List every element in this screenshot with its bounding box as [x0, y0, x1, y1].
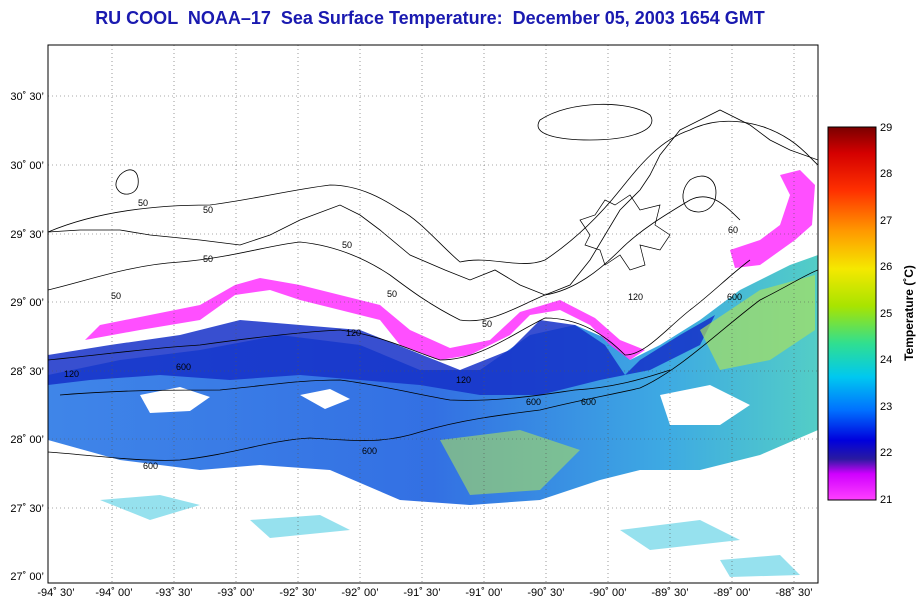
- colorbar-tick-21: 21: [880, 494, 892, 506]
- lon-label-9200: -92˚ 00’: [341, 587, 378, 599]
- contour-label-16: 600: [727, 292, 742, 302]
- lon-label-9430: -94˚ 30’: [37, 587, 74, 599]
- contour-label-2: 50: [203, 205, 213, 215]
- contour-label-3: 50: [203, 254, 213, 264]
- lon-label-9400: -94˚ 00’: [95, 587, 132, 599]
- lat-label-2900: 29˚ 00’: [10, 297, 44, 309]
- colorbar-tick-22: 22: [880, 447, 892, 459]
- louisiana-landmass: [48, 45, 818, 296]
- contour-50m: [48, 196, 741, 322]
- contour-label-4: 50: [342, 240, 352, 250]
- contour-loop-east: [682, 175, 717, 213]
- lon-label-9000: -90˚ 00’: [589, 587, 626, 599]
- graticule: [48, 45, 818, 583]
- colorbar-tick-25: 25: [880, 308, 892, 320]
- longitude-axis: -94˚ 30’ -94˚ 00’ -93˚ 30’ -93˚ 00’ -92˚…: [37, 587, 812, 599]
- colorbar-tick-24: 24: [880, 354, 892, 366]
- contour-label-5: 50: [387, 289, 397, 299]
- sst-cold-shelf-edge: [48, 315, 715, 395]
- temperature-colorbar: 29 28 27 26 25 24 23 22 21 Temperature (…: [827, 122, 916, 506]
- contour-loop-west: [115, 169, 139, 195]
- cloud-mask-speckle-3: [300, 389, 350, 409]
- sst-magenta-eastern-fringe: [730, 170, 815, 268]
- contour-depth-labels: 50 50 50 50 50 50 50 120 120 120 120 600…: [64, 198, 742, 471]
- sst-speckle-south: [100, 495, 800, 577]
- lon-label-9030: -90˚ 30’: [527, 587, 564, 599]
- colorbar-tick-26: 26: [880, 261, 892, 273]
- contour-label-8: 120: [64, 369, 79, 379]
- contour-label-10: 120: [456, 375, 471, 385]
- colorbar-label: Temperature (˚C): [902, 265, 916, 361]
- contour-label-7: 50: [482, 319, 492, 329]
- contour-label-11: 120: [628, 292, 643, 302]
- lon-label-9130: -91˚ 30’: [403, 587, 440, 599]
- colorbar-tick-29: 29: [880, 122, 892, 134]
- lon-label-9300: -93˚ 00’: [217, 587, 254, 599]
- mississippi-delta: [579, 194, 671, 271]
- colorbar-tick-28: 28: [880, 168, 892, 180]
- lon-label-9330: -93˚ 30’: [155, 587, 192, 599]
- contour-label-13: 600: [362, 446, 377, 456]
- colorbar-tick-27: 27: [880, 215, 892, 227]
- map-title: RU COOL NOAA–17 Sea Surface Temperature:…: [95, 8, 765, 28]
- contour-label-9: 120: [346, 328, 361, 338]
- contour-600m-inner: [59, 369, 671, 401]
- lon-label-9230: -92˚ 30’: [279, 587, 316, 599]
- colorbar-tick-23: 23: [880, 401, 892, 413]
- contour-label-18: 600: [176, 362, 191, 372]
- contour-600m: [48, 269, 818, 461]
- lon-label-8900: -89˚ 00’: [713, 587, 750, 599]
- lon-label-8830: -88˚ 30’: [775, 587, 812, 599]
- contour-label-12: 600: [143, 461, 158, 471]
- lat-label-2700: 27˚ 00’: [10, 571, 44, 583]
- lat-label-3000: 30˚ 00’: [10, 160, 44, 172]
- contour-label-17: 60: [728, 225, 738, 235]
- lat-label-2830: 28˚ 30’: [10, 366, 44, 378]
- contour-label-1: 50: [138, 198, 148, 208]
- contour-120m: [48, 259, 751, 361]
- lat-label-2730: 27˚ 30’: [10, 503, 44, 515]
- lat-label-3030: 30˚ 30’: [10, 91, 44, 103]
- colorbar-gradient: [827, 126, 877, 501]
- contour-label-6: 50: [111, 291, 121, 301]
- coastline-detail: [48, 120, 818, 264]
- lat-label-2930: 29˚ 30’: [10, 229, 44, 241]
- sst-magenta-coastal-fringe: [85, 278, 645, 360]
- latitude-axis: 30˚ 30’ 30˚ 00’ 29˚ 30’ 29˚ 00’ 28˚ 30’ …: [10, 91, 44, 583]
- contour-loop-northeast: [537, 103, 653, 141]
- lon-label-8930: -89˚ 30’: [651, 587, 688, 599]
- sst-warm-patch-east: [700, 275, 815, 370]
- contour-label-14: 600: [526, 397, 541, 407]
- cloud-mask-south: [48, 435, 818, 583]
- cloud-mask-speckle-2: [660, 385, 750, 425]
- sst-warm-patch-central: [440, 430, 580, 495]
- lon-label-9100: -91˚ 00’: [465, 587, 502, 599]
- cloud-mask-speckle-1: [140, 387, 210, 413]
- contour-label-15: 600: [581, 397, 596, 407]
- lat-label-2800: 28˚ 00’: [10, 434, 44, 446]
- map-border: [47, 44, 819, 584]
